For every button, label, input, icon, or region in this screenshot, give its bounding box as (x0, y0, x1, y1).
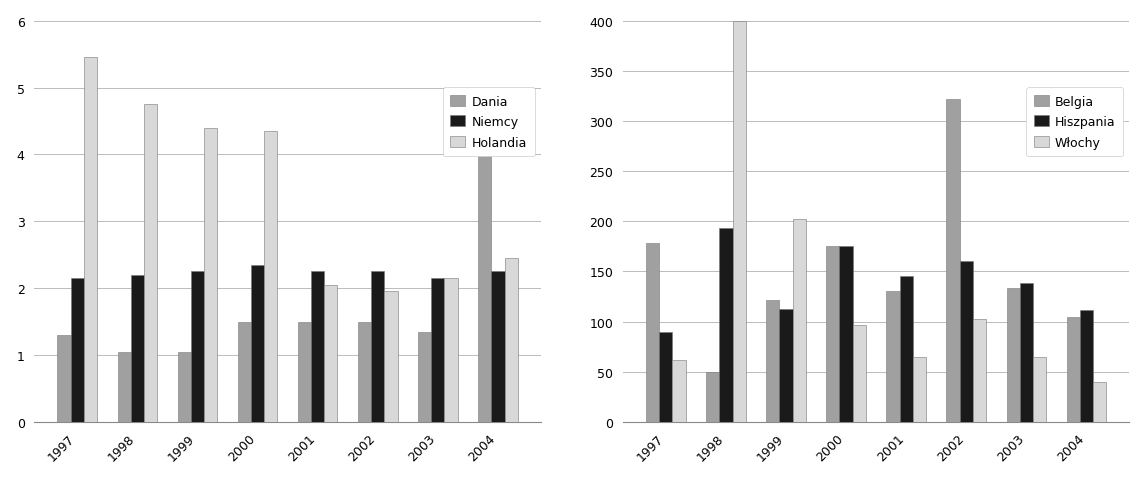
Bar (251, 265, 264, 422)
Bar (1033, 357, 1046, 422)
Bar (913, 357, 926, 422)
Bar (1006, 289, 1020, 422)
Bar (900, 277, 913, 422)
Bar (478, 152, 492, 422)
Bar (298, 322, 311, 422)
Bar (204, 128, 218, 422)
Bar (237, 322, 251, 422)
Bar (947, 100, 959, 422)
Bar (418, 332, 431, 422)
Bar (720, 229, 732, 422)
Bar (1020, 284, 1033, 422)
Bar (384, 292, 398, 422)
Bar (144, 105, 157, 422)
Bar (959, 262, 973, 422)
Bar (191, 272, 204, 422)
Bar (431, 278, 445, 422)
Bar (324, 285, 337, 422)
Bar (1080, 310, 1093, 422)
Bar (840, 247, 853, 422)
Bar (1093, 382, 1106, 422)
Bar (826, 247, 840, 422)
Legend: Dania, Niemcy, Holandia: Dania, Niemcy, Holandia (442, 88, 534, 157)
Bar (71, 278, 84, 422)
Bar (57, 335, 71, 422)
Bar (793, 220, 806, 422)
Bar (779, 309, 793, 422)
Bar (358, 322, 371, 422)
Bar (673, 360, 685, 422)
Bar (706, 372, 720, 422)
Bar (853, 325, 866, 422)
Bar (445, 278, 457, 422)
Bar (84, 59, 97, 422)
Bar (1067, 317, 1080, 422)
Bar (492, 272, 504, 422)
Bar (504, 259, 518, 422)
Bar (646, 244, 659, 422)
Bar (732, 22, 746, 422)
Bar (118, 352, 131, 422)
Bar (659, 332, 673, 422)
Bar (973, 319, 986, 422)
Bar (264, 132, 277, 422)
Bar (178, 352, 191, 422)
Bar (767, 300, 779, 422)
Bar (371, 272, 384, 422)
Legend: Belgia, Hiszpania, Włochy: Belgia, Hiszpania, Włochy (1026, 88, 1123, 157)
Bar (886, 292, 900, 422)
Bar (131, 275, 144, 422)
Bar (311, 272, 324, 422)
